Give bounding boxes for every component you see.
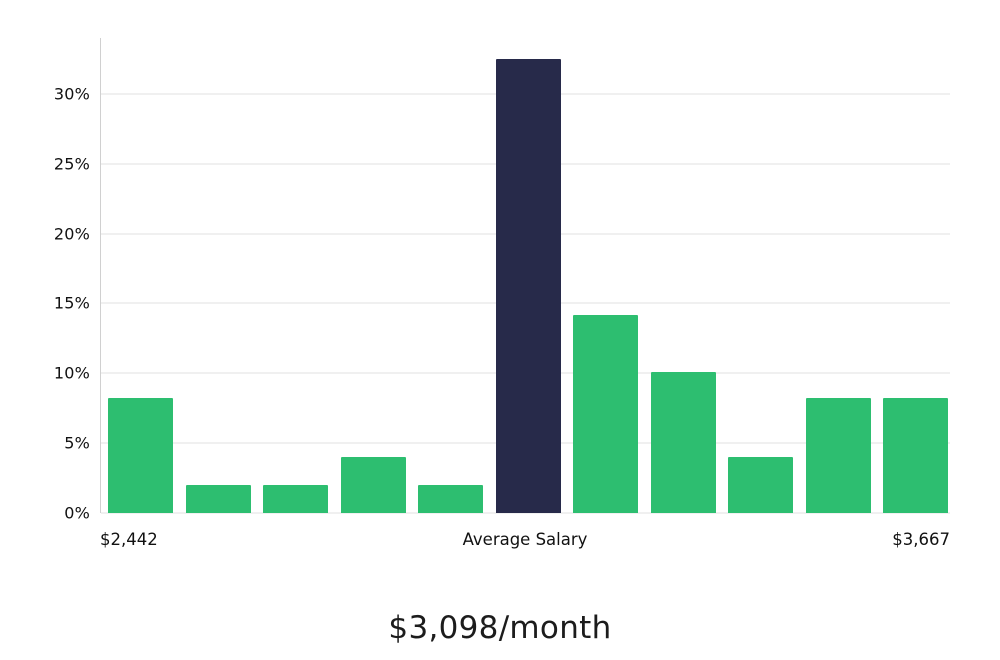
- x-label-max-salary: $3,667: [892, 530, 950, 549]
- histogram-bar: [573, 314, 638, 513]
- gridline: [101, 512, 950, 514]
- histogram-bar: [340, 457, 406, 513]
- y-axis-tick-label: 0%: [64, 503, 90, 523]
- plot-area: [100, 38, 950, 514]
- histogram-bar: [263, 485, 328, 513]
- histogram-bar: [185, 485, 251, 513]
- y-axis-tick-label: 20%: [53, 224, 90, 244]
- y-axis-tick-label: 15%: [53, 293, 90, 313]
- y-axis-tick-label: 10%: [53, 363, 90, 383]
- x-label-min-salary: $2,442: [100, 530, 158, 549]
- histogram-bar: [805, 398, 871, 513]
- x-label-average-salary: Average Salary: [462, 530, 588, 549]
- y-axis-tick-label: 30%: [53, 84, 90, 104]
- histogram-bar: [108, 398, 173, 513]
- x-axis: $2,442 Average Salary $3,667: [100, 530, 950, 549]
- average-salary-caption: $3,098/month: [388, 610, 612, 646]
- x-axis-labels: $2,442 Average Salary $3,667: [100, 530, 950, 549]
- histogram-bar: [418, 485, 483, 513]
- histogram-bar: [650, 371, 716, 513]
- y-axis-tick-label: 25%: [53, 154, 90, 174]
- average-salary-bar: [495, 58, 561, 513]
- histogram-bar: [883, 398, 948, 513]
- bars-container: [101, 38, 950, 513]
- y-axis: 0% 5% 10% 15% 20% 25% 30%: [0, 38, 90, 522]
- y-axis-tick-label: 5%: [64, 433, 90, 453]
- histogram-bar: [728, 457, 793, 513]
